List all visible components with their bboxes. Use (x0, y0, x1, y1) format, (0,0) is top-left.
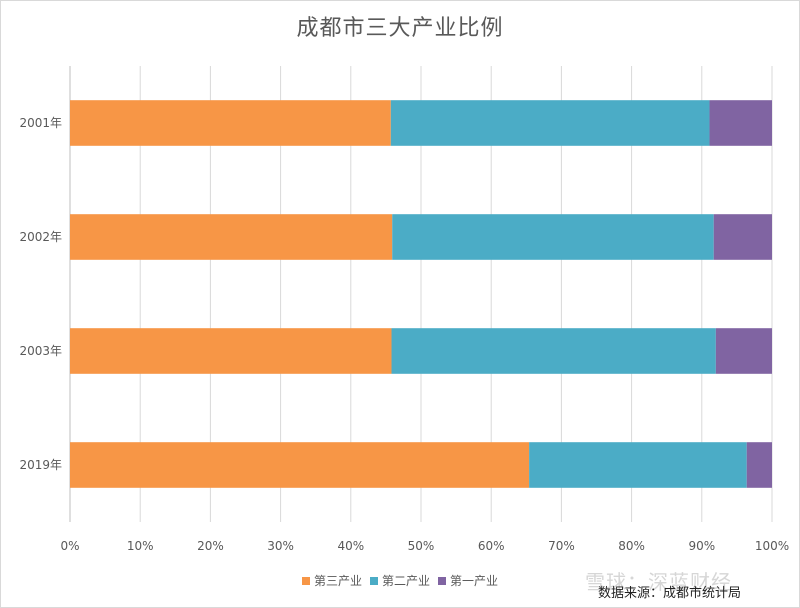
chart-legend: 第三产业 第二产业 第一产业 (0, 572, 800, 589)
legend-item: 第二产业 (369, 572, 430, 589)
bar-segment (70, 442, 530, 488)
bar-segment (746, 442, 772, 488)
x-tick-label: 50% (408, 539, 435, 553)
x-tick-label: 80% (618, 539, 645, 553)
watermark: 雪球：深蓝财经 (585, 570, 732, 594)
x-tick-label: 100% (755, 539, 789, 553)
legend-swatch (369, 576, 378, 585)
legend-item: 第三产业 (301, 572, 362, 589)
bar-segment (715, 328, 772, 374)
legend-swatch (301, 576, 310, 585)
bar-segment (70, 214, 393, 260)
legend-item: 第一产业 (438, 572, 498, 589)
legend-label: 第一产业 (450, 574, 499, 588)
y-category-label: 2001年 (19, 116, 62, 130)
x-tick-label: 30% (267, 539, 294, 553)
y-category-label: 2002年 (19, 230, 62, 244)
x-tick-label: 20% (197, 539, 224, 553)
x-tick-label: 40% (337, 539, 364, 553)
legend-label: 第二产业 (381, 574, 430, 588)
chart-title: 成都市三大产业比例 (296, 16, 504, 41)
bar-segment (709, 100, 772, 146)
bar-segment (70, 328, 392, 374)
legend-swatch (438, 576, 446, 585)
bar-segment (390, 100, 710, 146)
bar-segment (391, 328, 716, 374)
x-tick-label: 60% (478, 539, 505, 553)
bar-segment (713, 214, 772, 260)
bar-segment (529, 442, 747, 488)
data-source-note: 数据来源：成都市统计局 (598, 586, 742, 601)
y-category-label: 2019年 (19, 458, 62, 472)
legend-label: 第三产业 (313, 574, 362, 588)
bar-segment (392, 214, 714, 260)
bar-segment (70, 100, 391, 146)
x-tick-label: 70% (548, 539, 575, 553)
y-category-label: 2003年 (19, 344, 62, 358)
x-tick-label: 10% (127, 539, 154, 553)
x-tick-label: 90% (688, 539, 715, 553)
x-tick-label: 0% (60, 539, 79, 553)
